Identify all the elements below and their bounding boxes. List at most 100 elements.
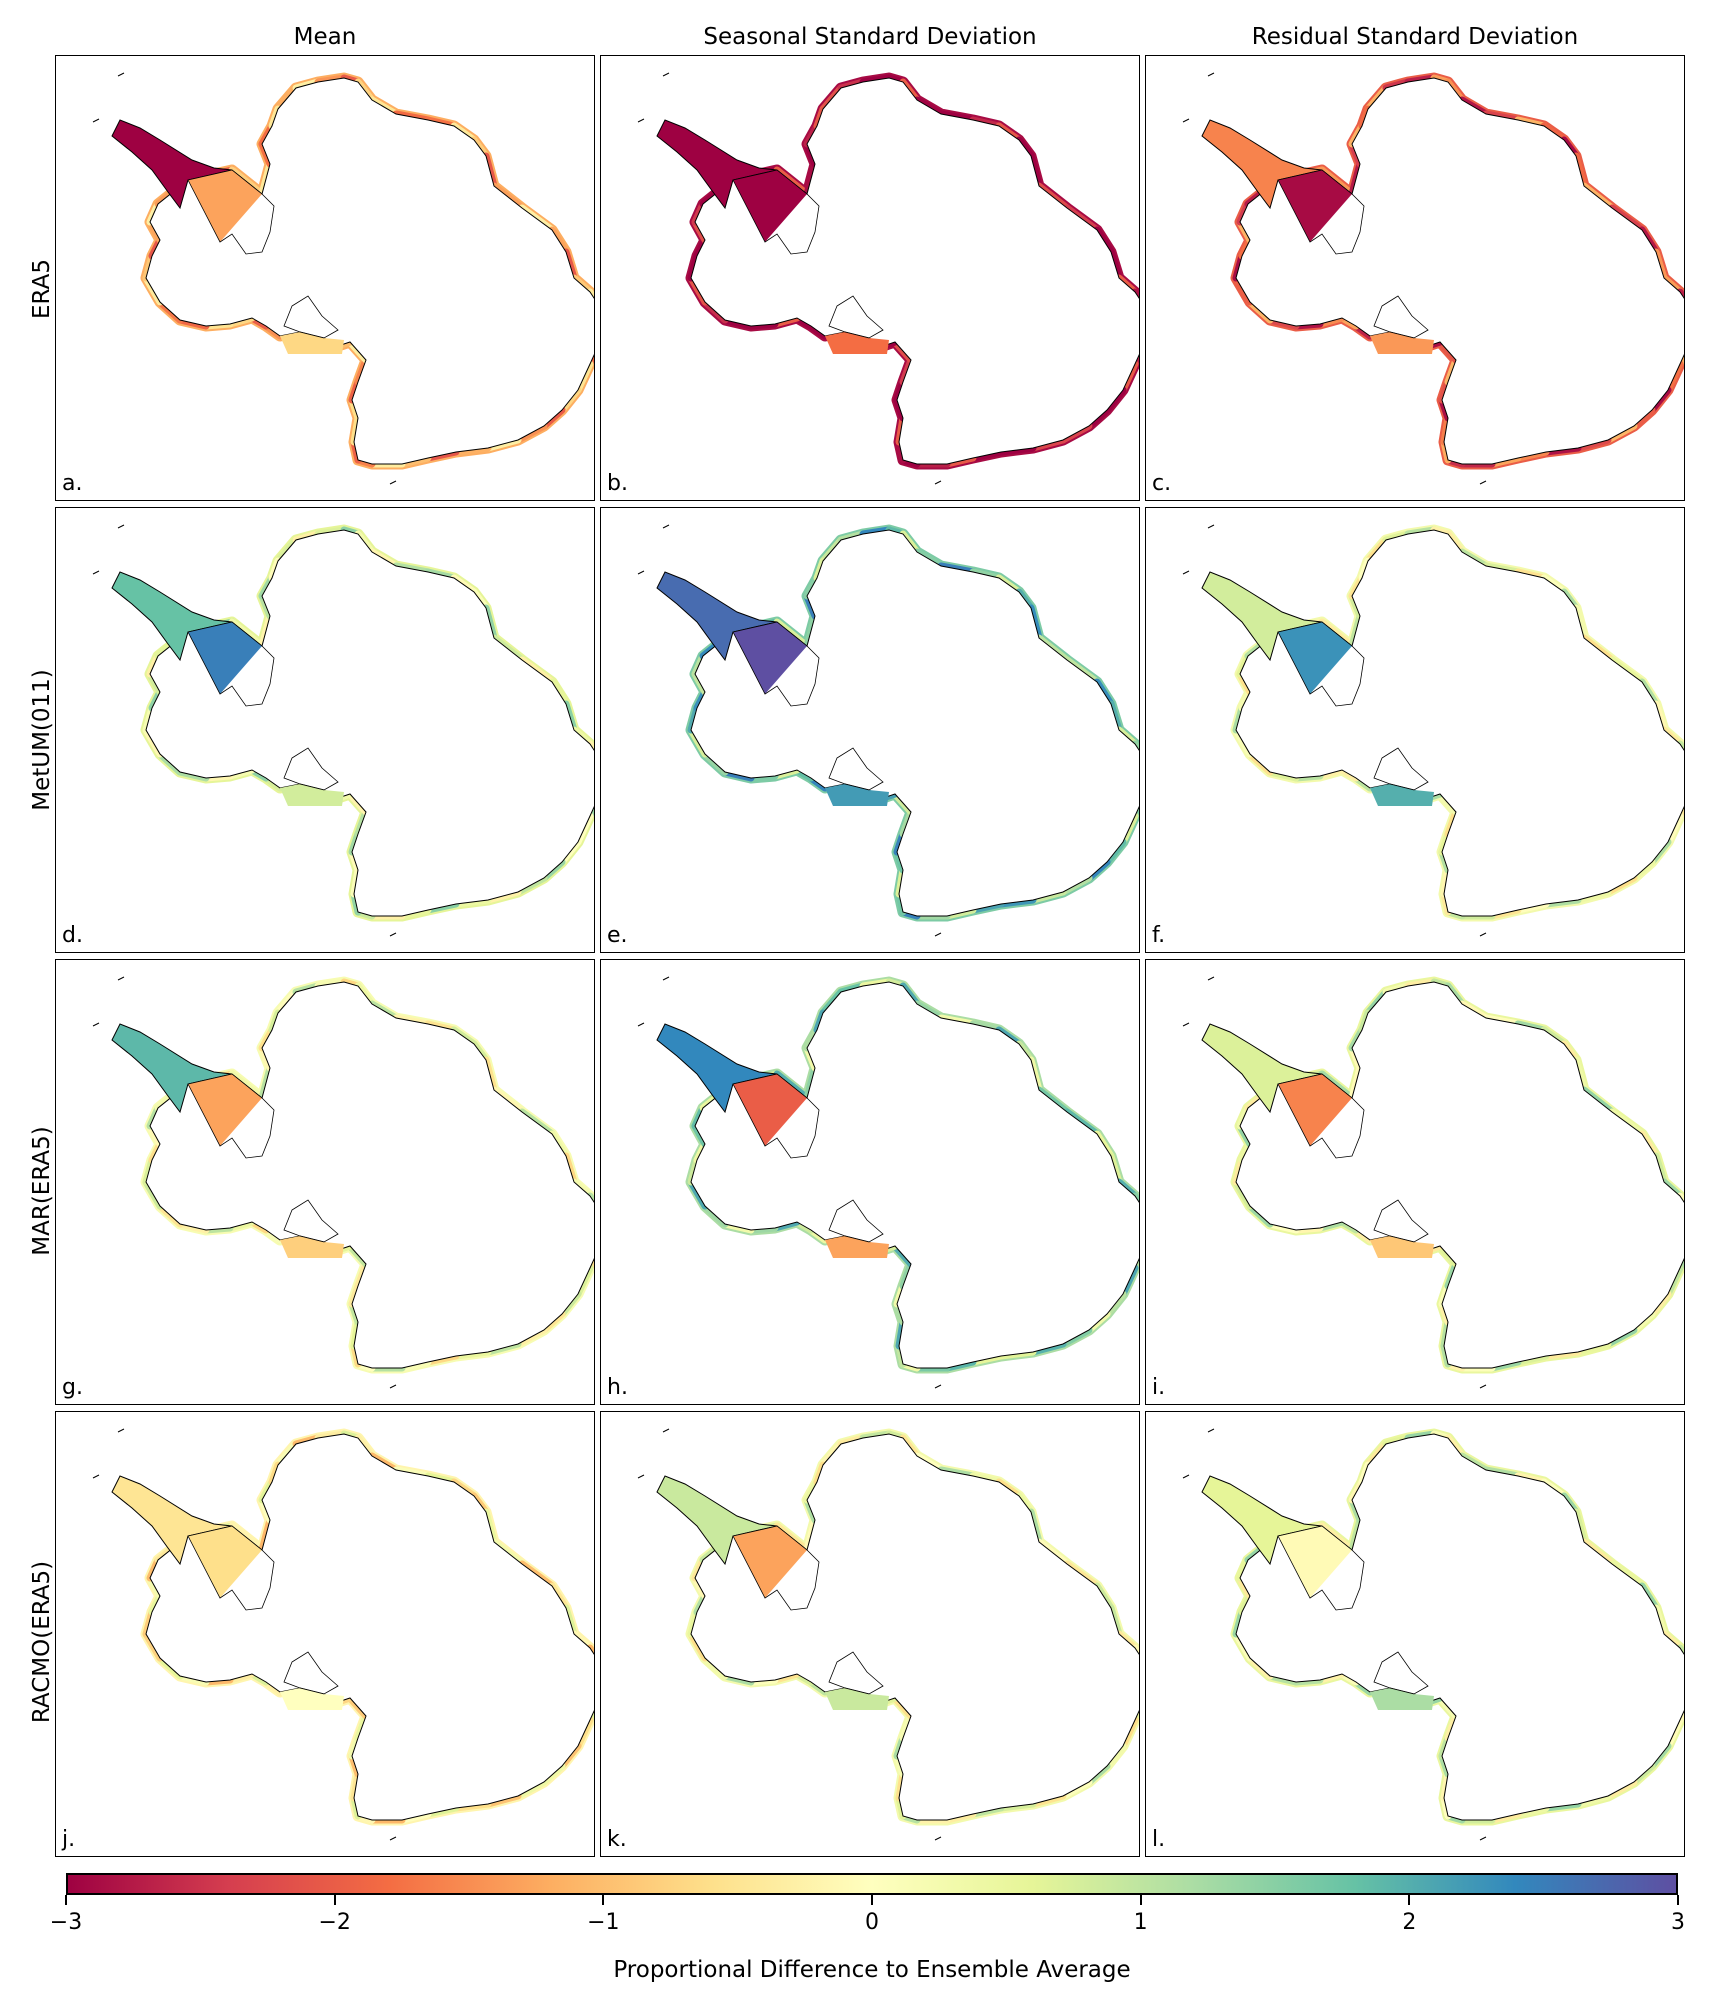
antarctica-map [92, 72, 594, 485]
colorbar-tick [602, 1895, 605, 1905]
island-mark [117, 1428, 125, 1433]
antarctica-map [637, 72, 1139, 485]
island-mark [389, 1836, 397, 1841]
ross-ice-shelf [280, 1236, 344, 1258]
colorbar-tick [65, 1895, 67, 1905]
ronne-ice-shelf [1278, 1074, 1352, 1146]
panel-label: j. [62, 1827, 76, 1852]
colorbar [66, 1873, 1678, 1895]
map-panel-i: i. [1145, 959, 1685, 1405]
row-label-mar: MAR(ERA5) [29, 1126, 55, 1256]
island-mark [92, 570, 100, 575]
antarctica-map [92, 524, 594, 937]
ross-ice-shelf [1370, 1688, 1434, 1710]
colorbar-tick-label: −3 [49, 1910, 83, 1935]
ross-ice-shelf [280, 332, 344, 354]
island-mark [1207, 524, 1215, 529]
panel-label: c. [1152, 471, 1172, 496]
continent-interior [690, 529, 1139, 917]
antarctica-map [1182, 1428, 1684, 1841]
ross-ice-shelf [825, 1236, 889, 1258]
ross-shelf-outline [828, 1199, 884, 1243]
colorbar-tick-label: 2 [1402, 1910, 1417, 1935]
colorbar-tick-label: 1 [1133, 1910, 1148, 1935]
island-mark [934, 1836, 942, 1841]
island-mark [934, 480, 942, 485]
weddell-shelf-outline [1277, 621, 1365, 707]
panel-label: a. [62, 471, 83, 496]
antarctica-map [92, 976, 594, 1389]
row-label-racmo: RACMO(ERA5) [29, 1560, 55, 1724]
map-panel-a: a. [55, 55, 595, 501]
island-mark [389, 1384, 397, 1389]
colorbar-tick-label: 0 [865, 1910, 879, 1935]
map-panel-f: f. [1145, 507, 1685, 953]
ross-shelf-outline [283, 1651, 339, 1695]
ross-shelf-outline [1373, 747, 1429, 791]
weddell-shelf-outline [732, 169, 820, 255]
antarctic-peninsula [111, 119, 233, 210]
map-panel-g: g. [55, 959, 595, 1405]
ross-ice-shelf [1370, 332, 1434, 354]
map-panel-b: b. [600, 55, 1140, 501]
map-panel-k: k. [600, 1411, 1140, 1857]
island-mark [662, 976, 670, 981]
island-mark [1182, 1474, 1190, 1479]
continent-interior [690, 981, 1139, 1369]
ronne-ice-shelf [1278, 622, 1352, 694]
weddell-shelf-outline [732, 621, 820, 707]
ronne-ice-shelf [733, 1074, 807, 1146]
antarctic-peninsula [111, 1475, 233, 1566]
weddell-shelf-outline [1277, 169, 1365, 255]
panel-label: e. [607, 923, 628, 948]
island-mark [117, 72, 125, 77]
weddell-shelf-outline [187, 621, 275, 707]
weddell-shelf-outline [1277, 1073, 1365, 1159]
row-label-era5: ERA5 [29, 259, 55, 319]
island-mark [1207, 976, 1215, 981]
panel-label: i. [1152, 1375, 1166, 1400]
antarctic-peninsula [111, 1023, 233, 1114]
island-mark [389, 932, 397, 937]
weddell-shelf-outline [187, 1525, 275, 1611]
column-title-residual-std: Residual Standard Deviation [1251, 24, 1579, 50]
antarctica-map [637, 1428, 1139, 1841]
colorbar-tick-label: −1 [587, 1910, 620, 1935]
ross-shelf-outline [828, 1651, 884, 1695]
ross-ice-shelf [825, 1688, 889, 1710]
ronne-ice-shelf [188, 1526, 262, 1598]
continent-interior [1235, 529, 1684, 917]
continent-interior [145, 529, 594, 917]
antarctic-peninsula [656, 1475, 778, 1566]
panel-label: b. [607, 471, 628, 496]
ross-ice-shelf [825, 784, 889, 806]
continent-interior [690, 1433, 1139, 1821]
ross-shelf-outline [1373, 1199, 1429, 1243]
column-title-seasonal-std: Seasonal Standard Deviation [703, 24, 1037, 50]
antarctic-peninsula [1201, 571, 1323, 662]
ronne-ice-shelf [188, 622, 262, 694]
panel-label: l. [1152, 1827, 1166, 1852]
weddell-shelf-outline [732, 1525, 820, 1611]
panel-label: g. [62, 1375, 83, 1400]
ronne-ice-shelf [1278, 1526, 1352, 1598]
ronne-ice-shelf [1278, 170, 1352, 242]
ronne-ice-shelf [733, 622, 807, 694]
island-mark [1182, 1022, 1190, 1027]
continent-interior [1235, 77, 1684, 465]
island-mark [934, 932, 942, 937]
island-mark [934, 1384, 942, 1389]
antarctica-map [1182, 976, 1684, 1389]
ross-ice-shelf [280, 784, 344, 806]
weddell-shelf-outline [1277, 1525, 1365, 1611]
ross-shelf-outline [828, 747, 884, 791]
ross-shelf-outline [1373, 1651, 1429, 1695]
continent-interior [145, 77, 594, 465]
ross-ice-shelf [825, 332, 889, 354]
island-mark [1479, 480, 1487, 485]
panel-label: d. [62, 923, 83, 948]
island-mark [1479, 1384, 1487, 1389]
island-mark [1182, 118, 1190, 123]
ross-ice-shelf [1370, 784, 1434, 806]
ronne-ice-shelf [733, 170, 807, 242]
